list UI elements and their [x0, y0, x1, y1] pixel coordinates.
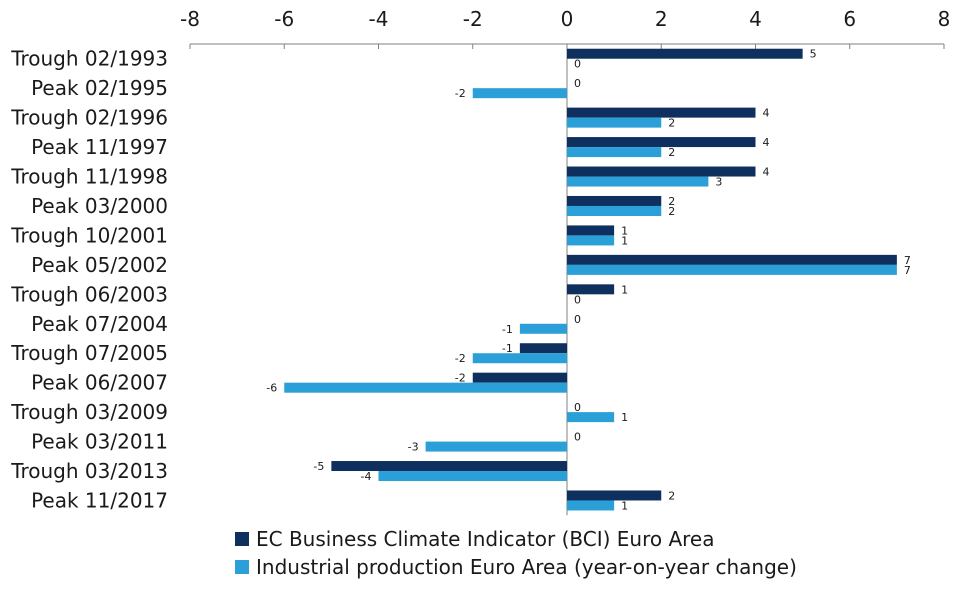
bar-series-2 — [567, 205, 662, 216]
bar-series-1 — [567, 195, 662, 206]
category-label: Peak 11/1997 — [31, 135, 168, 159]
bar-series-2 — [567, 235, 615, 246]
x-tick-label: -2 — [463, 7, 483, 31]
x-tick-label: -8 — [180, 7, 200, 31]
x-tick-label: 0 — [561, 7, 574, 31]
data-label: -2 — [455, 352, 466, 365]
category-label: Peak 03/2000 — [31, 194, 168, 218]
category-label: Peak 07/2004 — [31, 312, 168, 336]
data-label: 1 — [621, 234, 628, 247]
bar-series-2 — [567, 412, 615, 423]
bar-series-1 — [567, 284, 615, 295]
data-label: 0 — [574, 58, 581, 71]
category-label: Peak 02/1995 — [31, 76, 168, 100]
legend-swatch-1 — [235, 532, 249, 546]
bar-series-2 — [472, 88, 567, 99]
category-label: Peak 05/2002 — [31, 253, 168, 277]
data-label: -5 — [313, 460, 324, 473]
data-label: -3 — [408, 441, 419, 454]
bar-series-1 — [567, 254, 897, 265]
data-label: -2 — [455, 87, 466, 100]
data-label: -1 — [502, 323, 513, 336]
data-label: -4 — [361, 470, 372, 483]
category-label: Trough 06/2003 — [10, 282, 168, 306]
data-label: 0 — [574, 431, 581, 444]
data-label: 2 — [668, 195, 675, 208]
category-label: Peak 03/2011 — [31, 430, 168, 454]
data-label: 1 — [621, 224, 628, 237]
x-tick-label: 4 — [749, 7, 762, 31]
data-label: 0 — [574, 293, 581, 306]
bar-series-2 — [378, 471, 567, 482]
data-label: 1 — [621, 411, 628, 424]
bar-series-1 — [567, 225, 615, 236]
legend-swatch-2 — [235, 560, 249, 574]
data-label: 4 — [763, 136, 770, 149]
bar-series-1 — [519, 343, 567, 354]
bar-series-2 — [567, 117, 662, 128]
bar-series-2 — [519, 323, 567, 334]
bar-series-1 — [567, 48, 803, 59]
legend-label-2: Industrial production Euro Area (year-on… — [256, 555, 797, 579]
category-label: Trough 03/2009 — [10, 400, 168, 424]
data-label: 4 — [763, 166, 770, 179]
category-label: Trough 07/2005 — [10, 341, 168, 365]
data-label: 2 — [668, 146, 675, 159]
data-label: -2 — [455, 372, 466, 385]
data-label: 2 — [668, 489, 675, 502]
bar-series-2 — [567, 264, 897, 275]
bar-series-1 — [567, 137, 756, 148]
x-tick-label: -4 — [369, 7, 389, 31]
category-label: Peak 06/2007 — [31, 371, 168, 395]
x-tick-label: 2 — [655, 7, 668, 31]
data-label: 1 — [621, 283, 628, 296]
data-label: 7 — [904, 264, 911, 277]
bar-series-2 — [425, 441, 567, 452]
data-label: -6 — [266, 382, 277, 395]
data-label: 0 — [574, 401, 581, 414]
data-label: 0 — [574, 313, 581, 326]
x-tick-label: 8 — [938, 7, 951, 31]
bars — [284, 48, 897, 511]
x-tick-label: -6 — [274, 7, 294, 31]
data-label: 2 — [668, 117, 675, 130]
bar-series-1 — [567, 166, 756, 177]
category-label: Trough 03/2013 — [10, 459, 168, 483]
bar-series-2 — [567, 176, 709, 187]
bar-series-2 — [567, 147, 662, 158]
category-labels: Trough 02/1993 Peak 02/1995 Trough 02/1996… — [10, 47, 168, 513]
bar-series-1 — [331, 461, 567, 472]
x-tick-label: 6 — [843, 7, 856, 31]
data-label: 1 — [621, 499, 628, 512]
category-label: Trough 11/1998 — [10, 165, 168, 189]
data-label: 7 — [904, 254, 911, 267]
category-label: Trough 02/1996 — [10, 106, 168, 130]
category-label: Trough 02/1993 — [10, 47, 168, 71]
data-label: 5 — [810, 48, 817, 61]
bar-series-2 — [567, 500, 615, 511]
bar-series-1 — [567, 490, 662, 501]
data-label: 2 — [668, 205, 675, 218]
data-label: 4 — [763, 107, 770, 120]
bar-series-2 — [284, 382, 567, 393]
legend: EC Business Climate Indicator (BCI) Euro… — [235, 527, 797, 579]
data-label: -1 — [502, 342, 513, 355]
category-label: Trough 10/2001 — [10, 223, 168, 247]
data-label: 0 — [574, 77, 581, 90]
data-label: 3 — [715, 176, 722, 189]
bar-series-1 — [472, 372, 567, 383]
category-label: Peak 11/2017 — [31, 488, 168, 512]
bar-series-2 — [472, 353, 567, 364]
bar-series-1 — [567, 107, 756, 118]
legend-label-1: EC Business Climate Indicator (BCI) Euro… — [256, 527, 714, 551]
data-labels: 5044421710-1-200-520-22232170-1-2-61-3-4… — [266, 48, 911, 513]
